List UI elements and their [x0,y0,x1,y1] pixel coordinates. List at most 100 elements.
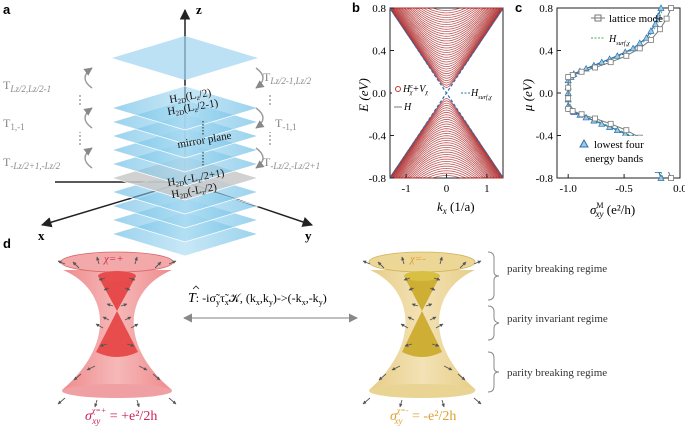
bulk-band-lower [390,125,503,179]
marker-band [605,123,614,130]
right-T-mid: T-1,1 [275,116,297,132]
bulk-band-upper [390,7,503,40]
bulk-band-upper [390,7,503,12]
spin-arrow [411,303,419,307]
spin-arrow [377,261,385,269]
marker-lattice [648,36,654,43]
bulk-band-lower [389,114,504,179]
marker-band [598,120,606,127]
spin-arrows [57,256,482,408]
ytick-label-c: -0.4 [536,131,554,143]
legend-c-item-3b: energy bands [585,153,643,165]
operator-text: T: -iσ̃yτ̃x𝒦, (kx,ky)->(-kx,-ky) [188,291,327,307]
label-h2d-bot2: H2D(-Lz/2) [170,181,218,202]
legend-b-item-2: H [403,102,412,113]
spin-arrow [136,399,140,408]
legend-b-marker-1 [395,86,401,92]
spin-arrow [128,277,136,281]
ytick-label-b: -0.4 [369,131,387,143]
chi-right: χ=- [409,253,426,265]
panel-a: a z x y TLz/2,Lz/2-1 T1,-1 T-Lz/2+1,-Lz/… [3,2,320,257]
bulk-band-upper [389,7,504,65]
spin-arrow [126,343,135,347]
bulk-band-upper [390,7,503,30]
surface-band-2 [389,7,504,179]
marker-band [629,44,637,52]
panel-d: d χ=+ χ=- T: -iσ̃yτ̃x𝒦, (kx,ky)->(-kx,-k… [3,236,608,426]
marker-lattice [578,68,585,75]
left-T-bot: T-Lz/2+1,-Lz/2 [3,155,61,171]
legend-b-item-1: Hc χ+Vχ [402,84,428,96]
spin-arrow [435,323,444,329]
spin-arrow [154,261,162,269]
bulk-band-lower [390,142,503,179]
marker-lattice [668,175,674,181]
marker-band [657,174,665,181]
spin-arrow [124,316,132,321]
marker-lattice [578,111,585,118]
spin-arrow [400,323,409,329]
bulk-band-lower [389,116,504,179]
cone-left-upper [98,276,136,311]
marker-lattice [623,52,630,59]
hourglass-right-bottom [369,384,475,398]
hourglass-left: χ=+ [60,251,174,398]
panel-c: c -0.8 -0.4 0.0 0.4 0.8 -1.0 -0.5 0.0 μ (eV) σM… [515,0,685,219]
panel-label-a: a [3,2,11,17]
marker-band [582,113,590,121]
left-T-mid: T1,-1 [3,116,25,132]
bulk-band-upper [389,7,504,70]
marker-lattice [623,127,630,134]
bulk-band-upper [390,7,503,35]
layer-stack [110,36,260,257]
legend-b-item-3: Hsurf,χ [470,88,492,101]
bulk-band-upper [390,7,503,44]
spin-arrow [473,397,482,405]
regime-braces [487,251,500,393]
regime-mid: parity invariant regime [507,313,608,325]
ylabel-b: E (eV) [356,78,371,113]
operator-hat [192,285,200,290]
panel-label-b: b [352,0,360,15]
marker-lattice [656,26,663,33]
spin-arrow [404,343,413,347]
legend-c-item-2: Hsurf,χ [608,34,630,47]
right-T-top: TLz/2-1,Lz/2 [263,70,312,86]
marker-band [642,34,651,41]
left-transfer-labels: TLz/2,Lz/2-1 T1,-1 T-Lz/2+1,-Lz/2 [3,78,61,171]
ytick-label-c: 0.8 [539,3,553,15]
bulk-band-upper [390,7,503,58]
spin-arrow [408,287,415,291]
ytick-label-b: 0.4 [372,46,386,58]
spin-arrow [94,399,98,408]
spin-arrow [168,260,177,265]
bulk-band-lower [390,137,503,179]
spin-arrow [134,256,138,265]
legend-c-bg-3 [576,136,678,172]
ytick-label-c: 0.4 [539,46,553,58]
spin-arrow [425,303,433,307]
spin-arrow [429,287,436,291]
marker-lattice [592,115,598,122]
layer-plane [110,85,260,131]
marker-lattice [607,120,614,127]
bulk-band-upper [390,7,503,63]
marker-band [657,4,665,11]
spin-arrow [362,260,371,265]
bulk-band-lower [390,151,503,179]
spin-arrow [102,316,110,321]
bulk-band-lower [390,153,503,179]
xtick-label-b: -1 [402,183,411,195]
panel-b: b -0.8-0.40.00.40.8-1 0 1 E (eV) kx (1/a) … [352,0,504,216]
bulk-band-upper [390,7,503,49]
bulk-band-lower [390,139,503,179]
ylabel-c: μ (eV) [520,79,535,112]
marker-lattice [663,15,670,22]
cone-right-upper-rim [404,271,440,281]
spin-arrow [401,256,405,265]
right-transfer-labels: TLz/2-1,Lz/2 T-1,1 T-Lz/2,-Lz/2+1 [263,70,320,171]
xtick-label-c: -1.0 [559,183,577,195]
spin-arrow [459,261,467,269]
bulk-band-lower [390,156,503,179]
legend-c-marker-3 [579,138,589,148]
